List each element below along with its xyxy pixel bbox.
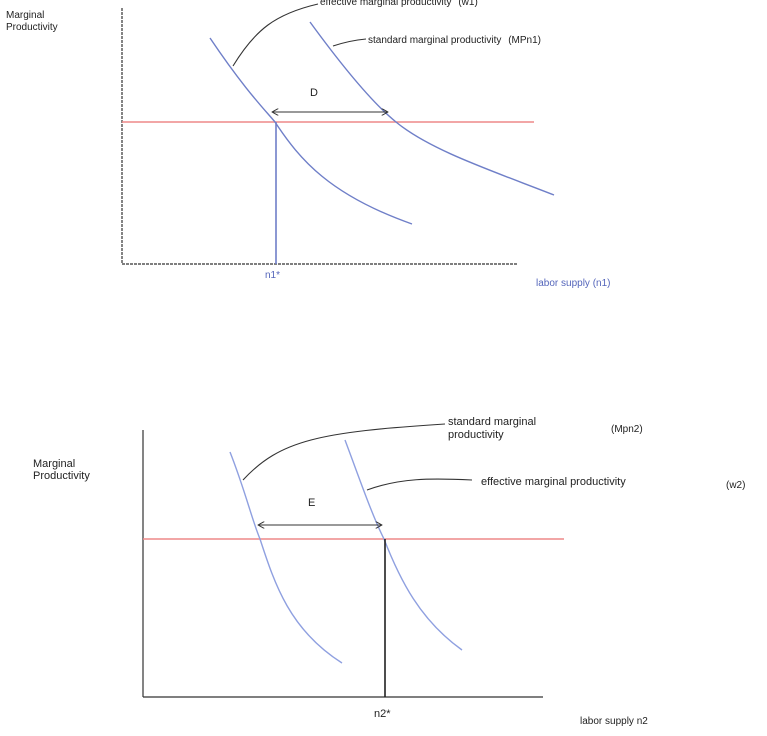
top-standard-curve (309, 21, 555, 196)
top-gap-label: D (310, 87, 318, 99)
top-effective-curve (209, 37, 413, 225)
bottom-gap-label: E (308, 497, 315, 509)
top-standard-curve-label: standard marginal productivity (MPn1) (368, 35, 541, 46)
top-equilibrium-label: n1* (265, 270, 280, 281)
top-graph: D Marginal Productivity effective margin… (6, 0, 610, 289)
bottom-effective-leader (366, 478, 473, 491)
top-effective-curve-label: effective marginal productivity (w1) (320, 0, 478, 8)
bottom-standard-leader (242, 423, 446, 481)
bottom-standard-curve (229, 451, 343, 664)
top-effective-leader (232, 3, 319, 67)
bottom-effective-curve-suffix: (w2) (726, 480, 745, 491)
top-y-axis-label: Marginal Productivity (6, 10, 58, 33)
bottom-y-axis-label: Marginal Productivity (33, 458, 90, 482)
bottom-graph: E Marginal Productivity standard margina… (33, 416, 745, 727)
top-standard-leader (332, 38, 367, 47)
bottom-equilibrium-label: n2* (374, 708, 391, 720)
bottom-effective-curve (344, 439, 463, 651)
top-x-axis-label: labor supply (n1) (536, 278, 610, 289)
bottom-x-axis-label: labor supply n2 (580, 716, 648, 727)
bottom-standard-curve-label: standard marginal productivity (448, 416, 539, 441)
bottom-effective-curve-label: effective marginal productivity (481, 476, 626, 488)
bottom-standard-curve-suffix: (Mpn2) (611, 424, 643, 435)
